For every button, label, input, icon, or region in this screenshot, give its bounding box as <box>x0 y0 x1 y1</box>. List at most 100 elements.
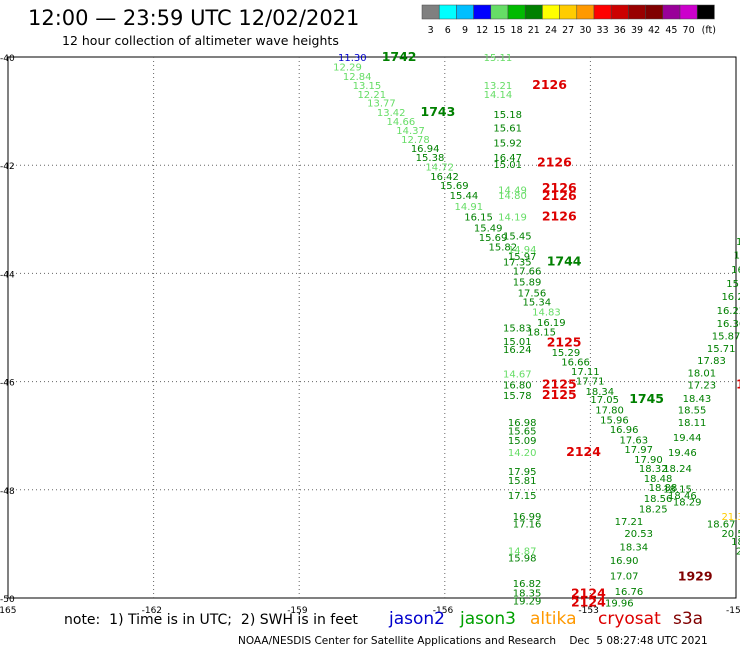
chart-title: 12:00 — 23:59 UTC 12/02/2021 <box>28 6 360 30</box>
color-scale-tick: 36 <box>614 25 626 36</box>
wave-height-label: 18.32 <box>639 464 668 475</box>
wave-height-label: 15.34 <box>522 298 551 309</box>
color-scale-tick: 21 <box>528 25 540 36</box>
satellite-jason2-label: jason2 <box>389 609 445 629</box>
wave-height-label: 17.16 <box>513 519 542 530</box>
wave-height-label: 17.11 <box>571 367 600 378</box>
wave-height-label: 15.09 <box>508 436 537 447</box>
wave-height-label: 16.66 <box>561 358 590 369</box>
color-scale-tick: 30 <box>579 25 591 36</box>
wave-height-label: 18.01 <box>687 368 716 379</box>
wave-height-label: 16.42 <box>430 172 459 183</box>
color-scale-tick: 18 <box>511 25 523 36</box>
wave-height-label: 18.43 <box>683 394 712 405</box>
pass-time-label: 2124 <box>571 594 606 609</box>
wave-height-label: 16.96 <box>610 425 639 436</box>
color-swatch <box>696 4 715 20</box>
pass-time-label: 1742 <box>382 49 417 64</box>
satellite-altika-label: altika <box>530 609 577 629</box>
wave-height-label: 15.65 <box>508 426 537 437</box>
wave-height-label: 15.92 <box>493 138 522 149</box>
wave-height-label: 16.98 <box>508 418 537 429</box>
pass-time-label: 2126 <box>542 180 577 195</box>
wave-height-label: 17.23 <box>687 380 716 391</box>
x-tick-label: -165 <box>0 606 16 616</box>
wave-height-label: 15.45 <box>503 232 532 243</box>
wave-height-label: 15.96 <box>600 415 629 426</box>
wave-height-label: 14.94 <box>508 245 537 256</box>
wave-height-label: 15.01 <box>503 337 532 348</box>
color-scale-tick: 15 <box>493 25 505 36</box>
wave-height-label: 12.29 <box>333 63 362 74</box>
y-tick-label: -48 <box>0 487 15 497</box>
wave-height-label: 12.84 <box>343 72 372 83</box>
pass-time-label: 1745 <box>629 391 664 406</box>
wave-height-label: 16.19 <box>537 318 566 329</box>
wave-height-label: 18.24 <box>663 464 692 475</box>
wave-height-label: 19.44 <box>673 433 702 444</box>
wave-height-label: 13.77 <box>367 98 396 109</box>
wave-height-label: 15.83 <box>503 324 532 335</box>
wave-height-label: 17.07 <box>610 571 639 582</box>
y-tick-label: -44 <box>0 270 15 280</box>
wave-height-label: 17.95 <box>508 467 537 478</box>
wave-height-label: 19.29 <box>513 597 542 608</box>
wave-height-label: 17.80 <box>595 406 624 417</box>
wave-height-label: 15.01 <box>493 160 522 171</box>
pass-time-label: 2126 <box>542 209 577 224</box>
wave-height-label: 16.76 <box>615 587 644 598</box>
wave-height-label: 11.30 <box>338 53 367 64</box>
wave-height-label: 14.19 <box>498 213 527 224</box>
x-tick-label: -156 <box>433 606 454 616</box>
wave-height-label: 15.71 <box>707 344 736 355</box>
wave-height-label: 17.71 <box>576 377 605 388</box>
wave-height-label: 16.90 <box>610 556 639 567</box>
pass-time-label: 2124 <box>571 586 606 601</box>
wave-height-label: 16. <box>731 265 740 276</box>
wave-height-label: 18.8 <box>731 537 740 548</box>
color-scale-tick: 9 <box>462 25 468 36</box>
wave-height-label: 19.96 <box>605 598 634 609</box>
wave-height-label: 18.15 <box>527 327 556 338</box>
color-scale-tick: 24 <box>545 25 557 36</box>
wave-height-label: 15.5 <box>726 279 740 290</box>
x-tick-label: -162 <box>142 606 162 616</box>
wave-height-label: 14.37 <box>396 126 425 137</box>
wave-height-label: 13.15 <box>353 81 382 92</box>
pass-time-label: 2126 <box>532 77 567 92</box>
wave-height-label: 15.61 <box>493 123 522 134</box>
wave-height-label: 14.83 <box>532 307 561 318</box>
wave-height-label: 13.42 <box>377 108 406 119</box>
wave-height-label: 18.46 <box>668 491 697 502</box>
wave-height-label: 16.99 <box>513 512 542 523</box>
color-scale-tick: 12 <box>476 25 488 36</box>
wave-height-label: 17.97 <box>624 445 653 456</box>
color-scale-tick: 6 <box>445 25 451 36</box>
wave-height-label: 15.44 <box>450 191 479 202</box>
y-tick-label: -40 <box>0 54 15 64</box>
wave-height-label: 15.98 <box>508 553 537 564</box>
pass-time-label: 1929 <box>678 568 713 583</box>
wave-height-label: 20.56 <box>721 529 740 540</box>
wave-height-label: 15.38 <box>416 153 445 164</box>
color-scale-tick: 33 <box>597 25 609 36</box>
wave-height-label: 15.69 <box>479 233 508 244</box>
wave-height-label: 14.91 <box>455 202 484 213</box>
wave-height-label: 16.47 <box>493 153 522 164</box>
wave-height-label: 16.15 <box>464 213 493 224</box>
plot-frame <box>7 56 737 599</box>
wave-height-label: 18.25 <box>639 505 668 516</box>
wave-height-label: 15.97 <box>508 252 537 263</box>
wave-height-label: 20.53 <box>624 529 653 540</box>
x-tick-label: -159 <box>287 606 308 616</box>
wave-height-label: 14.80 <box>498 191 527 202</box>
wave-height-label: 14.20 <box>508 448 537 459</box>
wave-height-label: 20 <box>736 546 740 557</box>
pass-time-label: 2126 <box>542 188 577 203</box>
wave-height-label: 14.14 <box>484 90 513 101</box>
satellite-s3a-label: s3a <box>673 609 704 629</box>
wave-height-label: 12.78 <box>401 135 430 146</box>
wave-height-label: 17.66 <box>513 267 542 278</box>
wave-height-label: 18.88 <box>649 483 678 494</box>
